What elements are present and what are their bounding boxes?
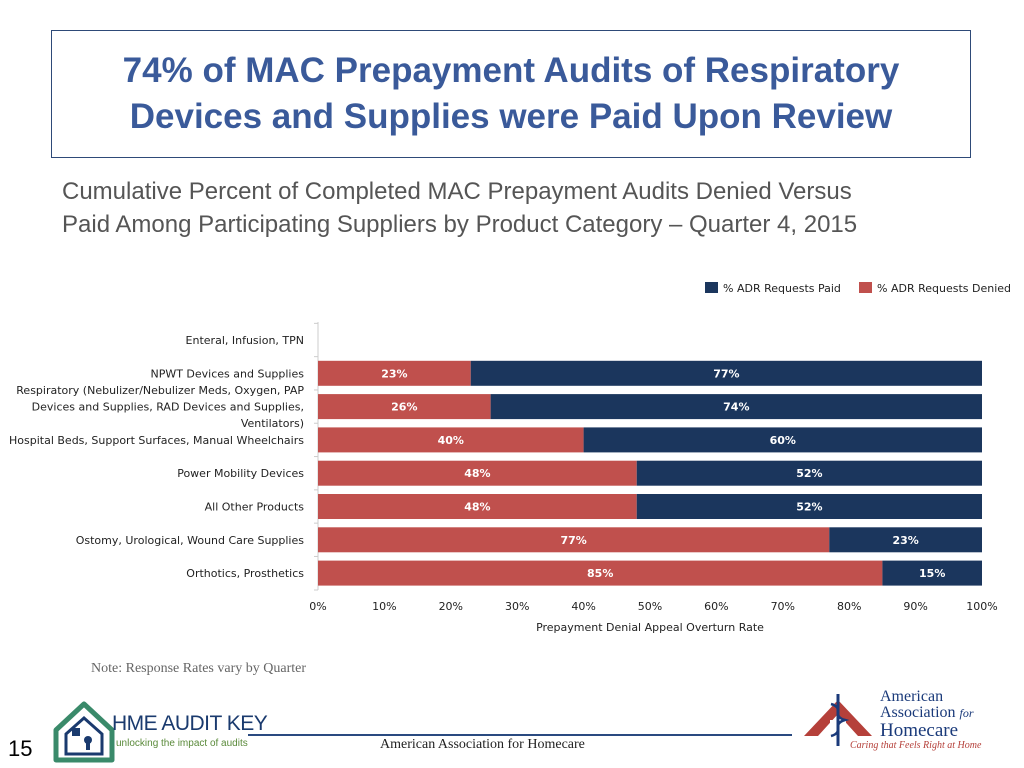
note-text: Note: Response Rates vary by Quarter bbox=[91, 661, 306, 676]
aah-tagline: Caring that Feels Right at Home bbox=[850, 740, 982, 751]
house-lock-icon bbox=[53, 701, 115, 763]
data-label-paid: 52% bbox=[796, 467, 822, 480]
legend-swatch-denied bbox=[859, 282, 872, 293]
bar-paid bbox=[490, 394, 982, 420]
category-label: Respiratory (Nebulizer/Nebulizer Meds, O… bbox=[16, 384, 304, 397]
page-title-line-1: 74% of MAC Prepayment Audits of Respirat… bbox=[122, 51, 900, 90]
x-tick-label: 30% bbox=[505, 600, 529, 613]
subtitle-line-1: Cumulative Percent of Completed MAC Prep… bbox=[62, 178, 852, 205]
x-tick-label: 90% bbox=[903, 600, 927, 613]
category-label: Power Mobility Devices bbox=[177, 467, 304, 480]
bar-denied bbox=[318, 527, 830, 553]
x-tick-label: 40% bbox=[571, 600, 595, 613]
category-label: Enteral, Infusion, TPN bbox=[186, 334, 304, 347]
x-tick-label: 70% bbox=[771, 600, 795, 613]
aah-for: for bbox=[959, 706, 974, 720]
aah-association: Association bbox=[880, 704, 956, 721]
x-tick-label: 10% bbox=[372, 600, 396, 613]
data-label-denied: 77% bbox=[560, 534, 586, 547]
legend-label-paid: % ADR Requests Paid bbox=[723, 282, 841, 295]
x-tick-label: 60% bbox=[704, 600, 728, 613]
x-tick-label: 0% bbox=[309, 600, 326, 613]
logo-tagline: unlocking the impact of audits bbox=[116, 738, 248, 749]
data-label-paid: 60% bbox=[770, 434, 796, 447]
x-tick-label: 50% bbox=[638, 600, 662, 613]
category-label: All Other Products bbox=[205, 501, 305, 514]
page-title-line-2: Devices and Supplies were Paid Upon Revi… bbox=[129, 97, 893, 136]
category-label: Orthotics, Prosthetics bbox=[186, 567, 304, 580]
x-axis-title: Prepayment Denial Appeal Overturn Rate bbox=[536, 621, 764, 634]
bar-paid bbox=[470, 360, 982, 386]
subtitle-line-2: Paid Among Participating Suppliers by Pr… bbox=[62, 211, 858, 238]
category-label: Hospital Beds, Support Surfaces, Manual … bbox=[9, 434, 304, 447]
data-label-denied: 26% bbox=[391, 401, 417, 414]
house-caduceus-icon bbox=[804, 694, 872, 746]
data-label-paid: 52% bbox=[796, 501, 822, 514]
aah-logo: American Association for Homecare Caring… bbox=[800, 688, 1020, 760]
legend-label-denied: % ADR Requests Denied bbox=[877, 282, 1011, 295]
title-box: 74% of MAC Prepayment Audits of Respirat… bbox=[51, 30, 971, 158]
bar-paid bbox=[636, 494, 982, 519]
bar-paid bbox=[636, 460, 982, 486]
data-label-denied: 23% bbox=[381, 367, 407, 380]
x-tick-label: 80% bbox=[837, 600, 861, 613]
bar-denied bbox=[318, 427, 584, 453]
logo-title: HME AUDIT KEY bbox=[112, 712, 268, 735]
data-label-denied: 48% bbox=[464, 467, 490, 480]
x-tick-label: 20% bbox=[439, 600, 463, 613]
data-label-paid: 15% bbox=[919, 567, 945, 580]
aah-line-2: Association for bbox=[880, 704, 974, 722]
category-label: Devices and Supplies, RAD Devices and Su… bbox=[32, 401, 304, 414]
bar-denied bbox=[318, 460, 637, 486]
footer-text: American Association for Homecare bbox=[380, 737, 585, 752]
bar-denied bbox=[318, 394, 491, 420]
data-label-paid: 23% bbox=[892, 534, 918, 547]
category-label: Ostomy, Urological, Wound Care Supplies bbox=[76, 534, 305, 547]
data-label-denied: 48% bbox=[464, 501, 490, 514]
bar-denied bbox=[318, 360, 471, 386]
stacked-bar-chart: % ADR Requests Paid % ADR Requests Denied… bbox=[9, 282, 1011, 634]
bar-paid bbox=[583, 427, 982, 453]
bar-paid bbox=[882, 560, 982, 586]
footer-divider bbox=[248, 734, 792, 736]
category-label: Ventilators) bbox=[241, 417, 304, 430]
legend-swatch-paid bbox=[705, 282, 718, 293]
aah-line-3: Homecare bbox=[880, 720, 959, 741]
bar-denied bbox=[318, 494, 637, 519]
bar-denied bbox=[318, 560, 883, 586]
category-label: NPWT Devices and Supplies bbox=[150, 367, 304, 380]
bar-paid bbox=[829, 527, 982, 553]
x-tick-label: 100% bbox=[966, 600, 997, 613]
data-label-denied: 40% bbox=[438, 434, 464, 447]
aah-line-1: American bbox=[880, 688, 944, 705]
data-label-paid: 77% bbox=[713, 367, 739, 380]
hme-audit-key-logo: HME AUDIT KEY unlocking the impact of au… bbox=[52, 700, 268, 764]
data-label-paid: 74% bbox=[723, 401, 749, 414]
data-label-denied: 85% bbox=[587, 567, 613, 580]
page-number: 15 bbox=[8, 736, 33, 761]
